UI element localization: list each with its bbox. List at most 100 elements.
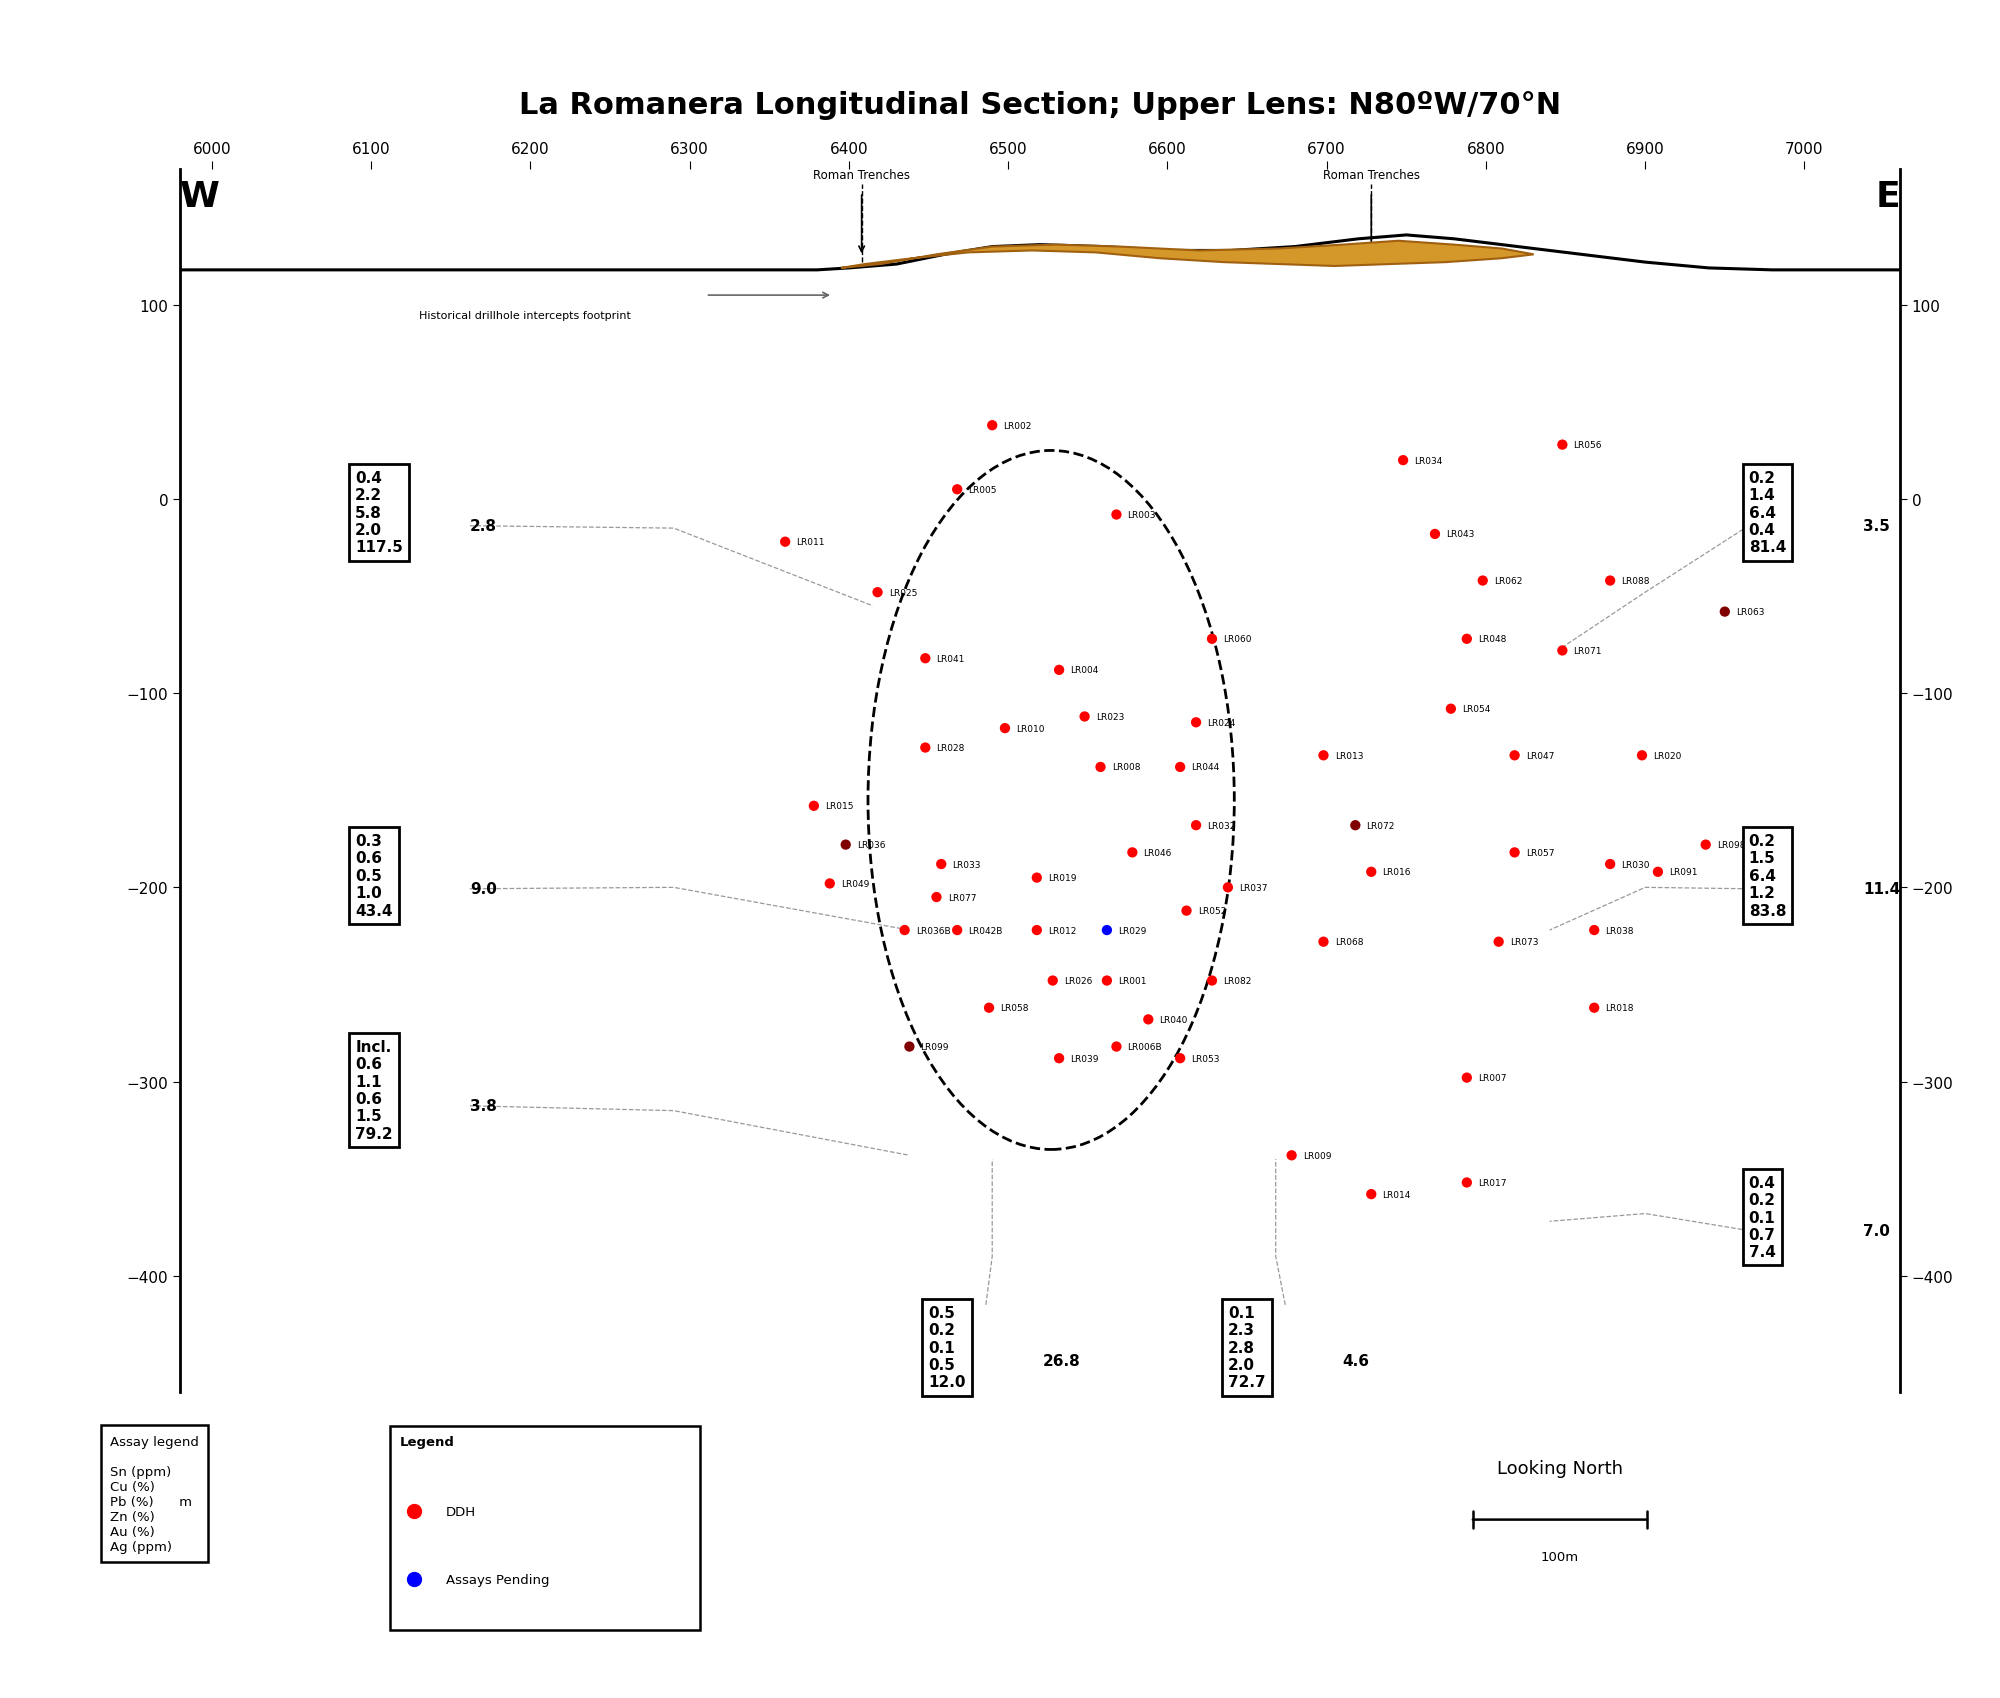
Point xyxy=(1578,995,1610,1022)
Text: 0.5
0.2
0.1
0.5
12.0: 0.5 0.2 0.1 0.5 12.0 xyxy=(928,1306,966,1389)
Point xyxy=(1308,929,1340,956)
Text: LR082: LR082 xyxy=(1224,976,1252,985)
Text: LR003: LR003 xyxy=(1128,511,1156,520)
Point xyxy=(1594,851,1626,878)
Text: LR001: LR001 xyxy=(1118,976,1146,985)
Text: LR071: LR071 xyxy=(1574,647,1602,655)
Text: Legend: Legend xyxy=(400,1435,454,1448)
Text: 26.8: 26.8 xyxy=(1044,1353,1080,1369)
Text: LR032: LR032 xyxy=(1208,822,1236,830)
Point xyxy=(942,477,974,504)
Point xyxy=(926,851,958,878)
Title: La Romanera Longitudinal Section; Upper Lens: N80ºW/70°N: La Romanera Longitudinal Section; Upper … xyxy=(518,92,1562,121)
Point xyxy=(1020,864,1052,891)
Point xyxy=(988,715,1020,742)
Point xyxy=(1068,703,1100,730)
Point xyxy=(1090,968,1122,995)
Text: LR052: LR052 xyxy=(1198,907,1226,915)
Text: E: E xyxy=(1876,180,1900,214)
Text: 0.4
0.2
0.1
0.7
7.4: 0.4 0.2 0.1 0.7 7.4 xyxy=(1748,1175,1776,1260)
Text: LR010: LR010 xyxy=(1016,723,1044,734)
Text: 3.5: 3.5 xyxy=(1864,520,1890,533)
Point xyxy=(1356,1180,1388,1207)
Text: LR036B: LR036B xyxy=(916,925,950,936)
Point xyxy=(920,885,952,912)
Point xyxy=(862,579,894,606)
Text: LR016: LR016 xyxy=(1382,868,1410,876)
Point xyxy=(942,917,974,944)
Text: LR054: LR054 xyxy=(1462,705,1490,713)
Text: LR099: LR099 xyxy=(920,1043,950,1051)
Text: LR053: LR053 xyxy=(1192,1054,1220,1063)
Text: LR091: LR091 xyxy=(1670,868,1698,876)
Text: 100m: 100m xyxy=(1540,1550,1580,1564)
Text: LR040: LR040 xyxy=(1160,1015,1188,1024)
Point xyxy=(1170,898,1202,925)
Text: 11.4: 11.4 xyxy=(1864,881,1900,897)
Text: Roman Trenches: Roman Trenches xyxy=(1322,168,1420,182)
Point xyxy=(1340,812,1372,839)
Text: LR098: LR098 xyxy=(1716,841,1746,849)
Text: LR057: LR057 xyxy=(1526,849,1554,857)
Point xyxy=(1418,521,1450,548)
Point xyxy=(1594,567,1626,594)
Text: LR034: LR034 xyxy=(1414,457,1442,465)
Point xyxy=(1180,710,1212,737)
Text: LR030: LR030 xyxy=(1622,859,1650,869)
Text: 9.0: 9.0 xyxy=(470,881,496,897)
Point xyxy=(1196,968,1228,995)
Text: 0.3
0.6
0.5
1.0
43.4: 0.3 0.6 0.5 1.0 43.4 xyxy=(356,834,392,919)
Text: LR043: LR043 xyxy=(1446,530,1474,540)
Text: LR039: LR039 xyxy=(1070,1054,1098,1063)
Text: LR056: LR056 xyxy=(1574,441,1602,450)
Text: 4.6: 4.6 xyxy=(1342,1353,1370,1369)
Point xyxy=(1708,599,1740,627)
Point xyxy=(1276,1143,1308,1170)
Point xyxy=(1132,1007,1164,1034)
Text: W: W xyxy=(180,180,220,214)
Point xyxy=(1388,447,1420,474)
Point xyxy=(1212,874,1244,902)
Point xyxy=(1036,968,1068,995)
Text: LR013: LR013 xyxy=(1334,751,1364,761)
Text: Roman Trenches: Roman Trenches xyxy=(814,168,910,182)
Point xyxy=(910,645,942,672)
Text: Looking North: Looking North xyxy=(1496,1459,1624,1477)
Text: LR008: LR008 xyxy=(1112,762,1140,773)
Point xyxy=(1356,859,1388,886)
Text: LR015: LR015 xyxy=(826,801,854,812)
Text: LR042B: LR042B xyxy=(968,925,1002,936)
Text: Incl.
0.6
1.1
0.6
1.5
79.2: Incl. 0.6 1.1 0.6 1.5 79.2 xyxy=(356,1039,392,1141)
Point xyxy=(1466,567,1498,594)
Text: DDH: DDH xyxy=(446,1504,476,1518)
Text: LR073: LR073 xyxy=(1510,937,1538,947)
Text: 0.1
2.3
2.8
2.0
72.7: 0.1 2.3 2.8 2.0 72.7 xyxy=(1228,1306,1266,1389)
Point xyxy=(1100,1034,1132,1061)
Text: 7.0: 7.0 xyxy=(1864,1223,1890,1238)
Text: LR072: LR072 xyxy=(1366,822,1394,830)
Point xyxy=(1308,742,1340,769)
Point xyxy=(1546,637,1578,664)
Point xyxy=(888,917,920,944)
Text: LR025: LR025 xyxy=(888,588,918,598)
Point xyxy=(1450,1065,1482,1092)
Point xyxy=(1578,917,1610,944)
Text: LR007: LR007 xyxy=(1478,1073,1506,1083)
Text: LR088: LR088 xyxy=(1622,577,1650,586)
Point xyxy=(1642,859,1674,886)
Point xyxy=(1044,1044,1076,1071)
Point xyxy=(1084,754,1116,781)
Text: LR004: LR004 xyxy=(1070,666,1098,676)
Text: LR058: LR058 xyxy=(1000,1004,1028,1012)
Text: LR028: LR028 xyxy=(936,744,964,752)
Text: LR063: LR063 xyxy=(1736,608,1764,616)
Point xyxy=(1450,1170,1482,1197)
Text: LR006B: LR006B xyxy=(1128,1043,1162,1051)
Point xyxy=(1482,929,1514,956)
Polygon shape xyxy=(840,241,1534,268)
Text: LR044: LR044 xyxy=(1192,762,1220,773)
Text: LR029: LR029 xyxy=(1118,925,1146,936)
Text: LR068: LR068 xyxy=(1334,937,1364,947)
Point xyxy=(770,528,802,555)
Text: LR019: LR019 xyxy=(1048,873,1076,883)
